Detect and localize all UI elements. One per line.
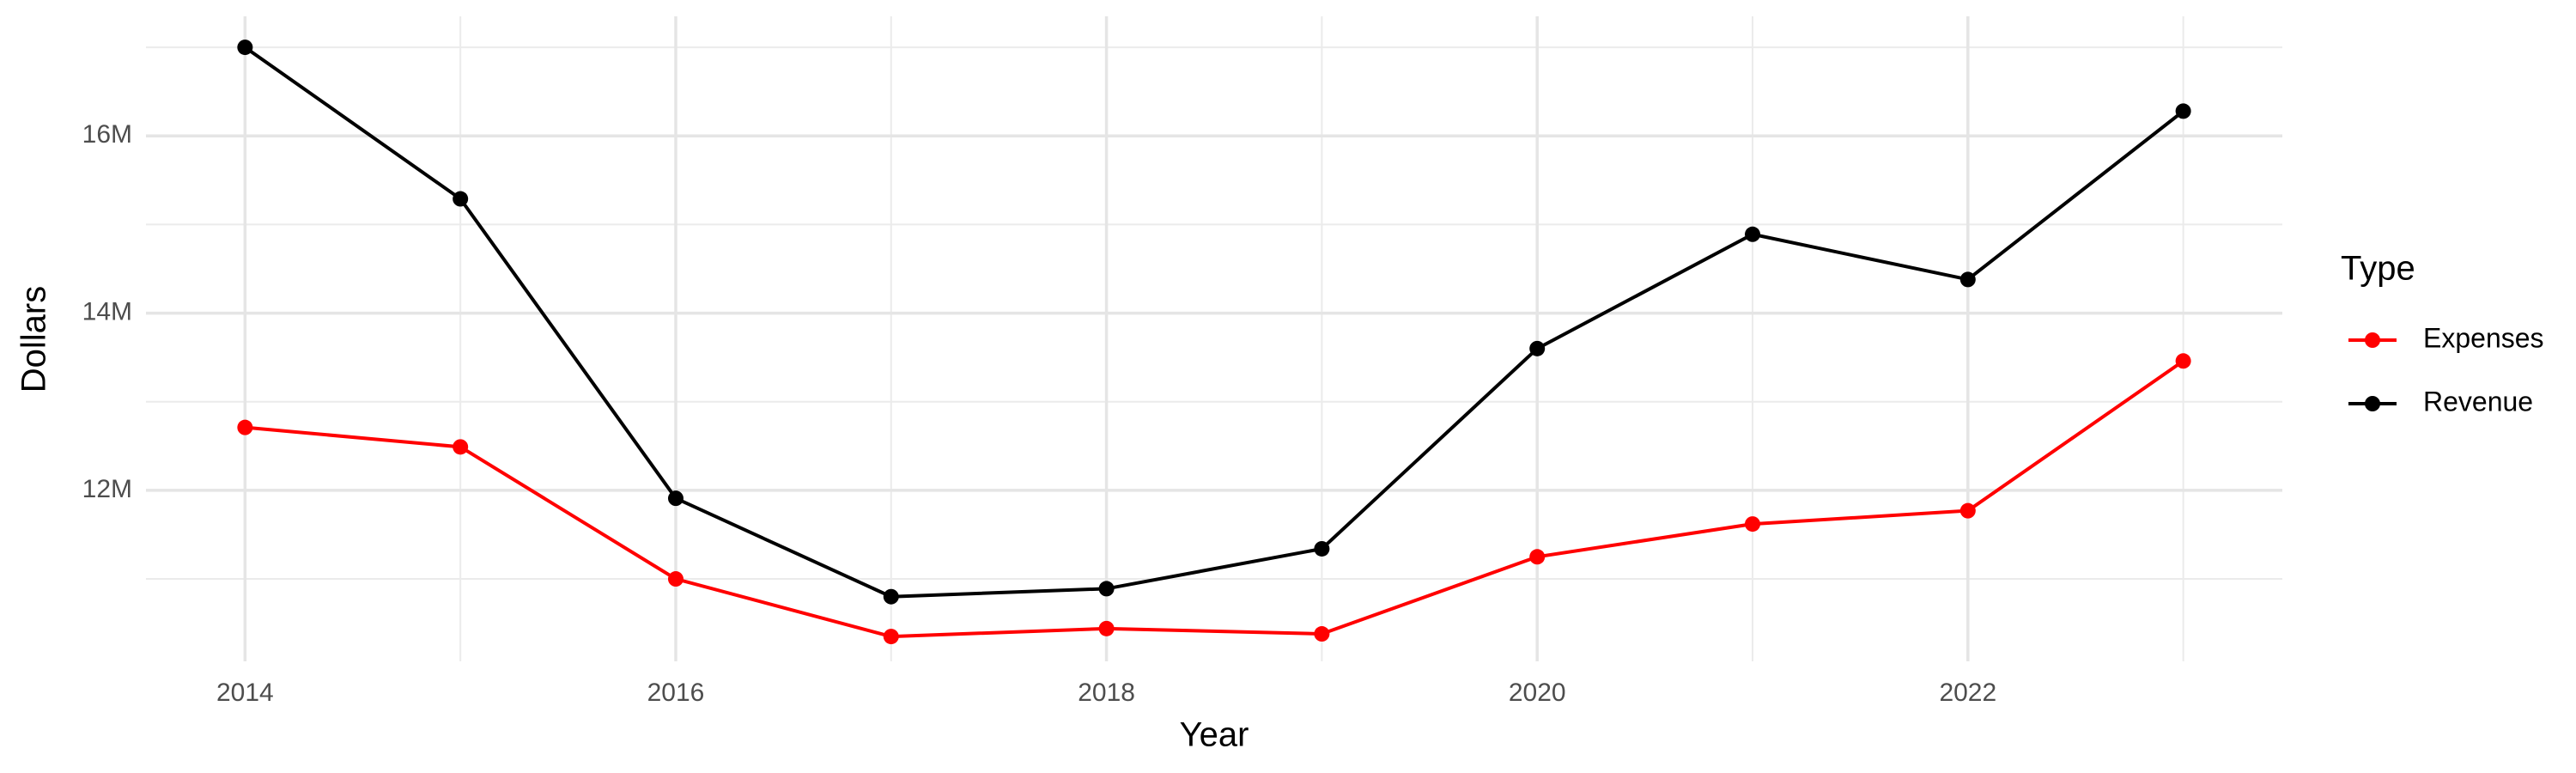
legend-key-point: [2365, 332, 2380, 348]
data-point: [1745, 516, 1761, 533]
data-point: [453, 439, 469, 455]
legend-label: Revenue: [2423, 386, 2533, 417]
data-point: [237, 419, 253, 435]
data-point: [453, 191, 469, 207]
data-point: [2175, 353, 2191, 369]
legend-label: Expenses: [2423, 322, 2544, 353]
y-tick-label: 12M: [82, 475, 132, 503]
legend-title: Type: [2341, 250, 2415, 288]
data-point: [1959, 271, 1976, 288]
series-line: [245, 359, 2184, 639]
data-point: [1098, 620, 1115, 636]
data-point: [667, 571, 683, 587]
y-tick-label: 16M: [82, 120, 132, 149]
x-tick-label: 2020: [1509, 679, 1566, 707]
x-tick-label: 2014: [216, 679, 274, 707]
x-tick-label: 2016: [647, 679, 705, 707]
data-point: [1314, 626, 1330, 642]
data-point: [1959, 502, 1976, 519]
data-point: [1529, 549, 1546, 565]
x-axis-title: Year: [1180, 716, 1249, 754]
x-tick-label: 2022: [1939, 679, 1996, 707]
data-point: [883, 588, 899, 605]
data-point: [1314, 540, 1330, 557]
legend-key-point: [2365, 396, 2380, 411]
data-point: [883, 629, 899, 645]
data-point: [1745, 226, 1761, 242]
data-point: [2175, 103, 2191, 119]
y-tick-label: 14M: [82, 298, 132, 326]
series-line: [244, 46, 2184, 599]
y-axis-title: Dollars: [15, 286, 53, 393]
data-point: [1529, 340, 1546, 356]
data-point: [667, 490, 683, 507]
data-point: [237, 40, 253, 56]
data-point: [1098, 581, 1115, 597]
x-tick-label: 2018: [1078, 679, 1135, 707]
